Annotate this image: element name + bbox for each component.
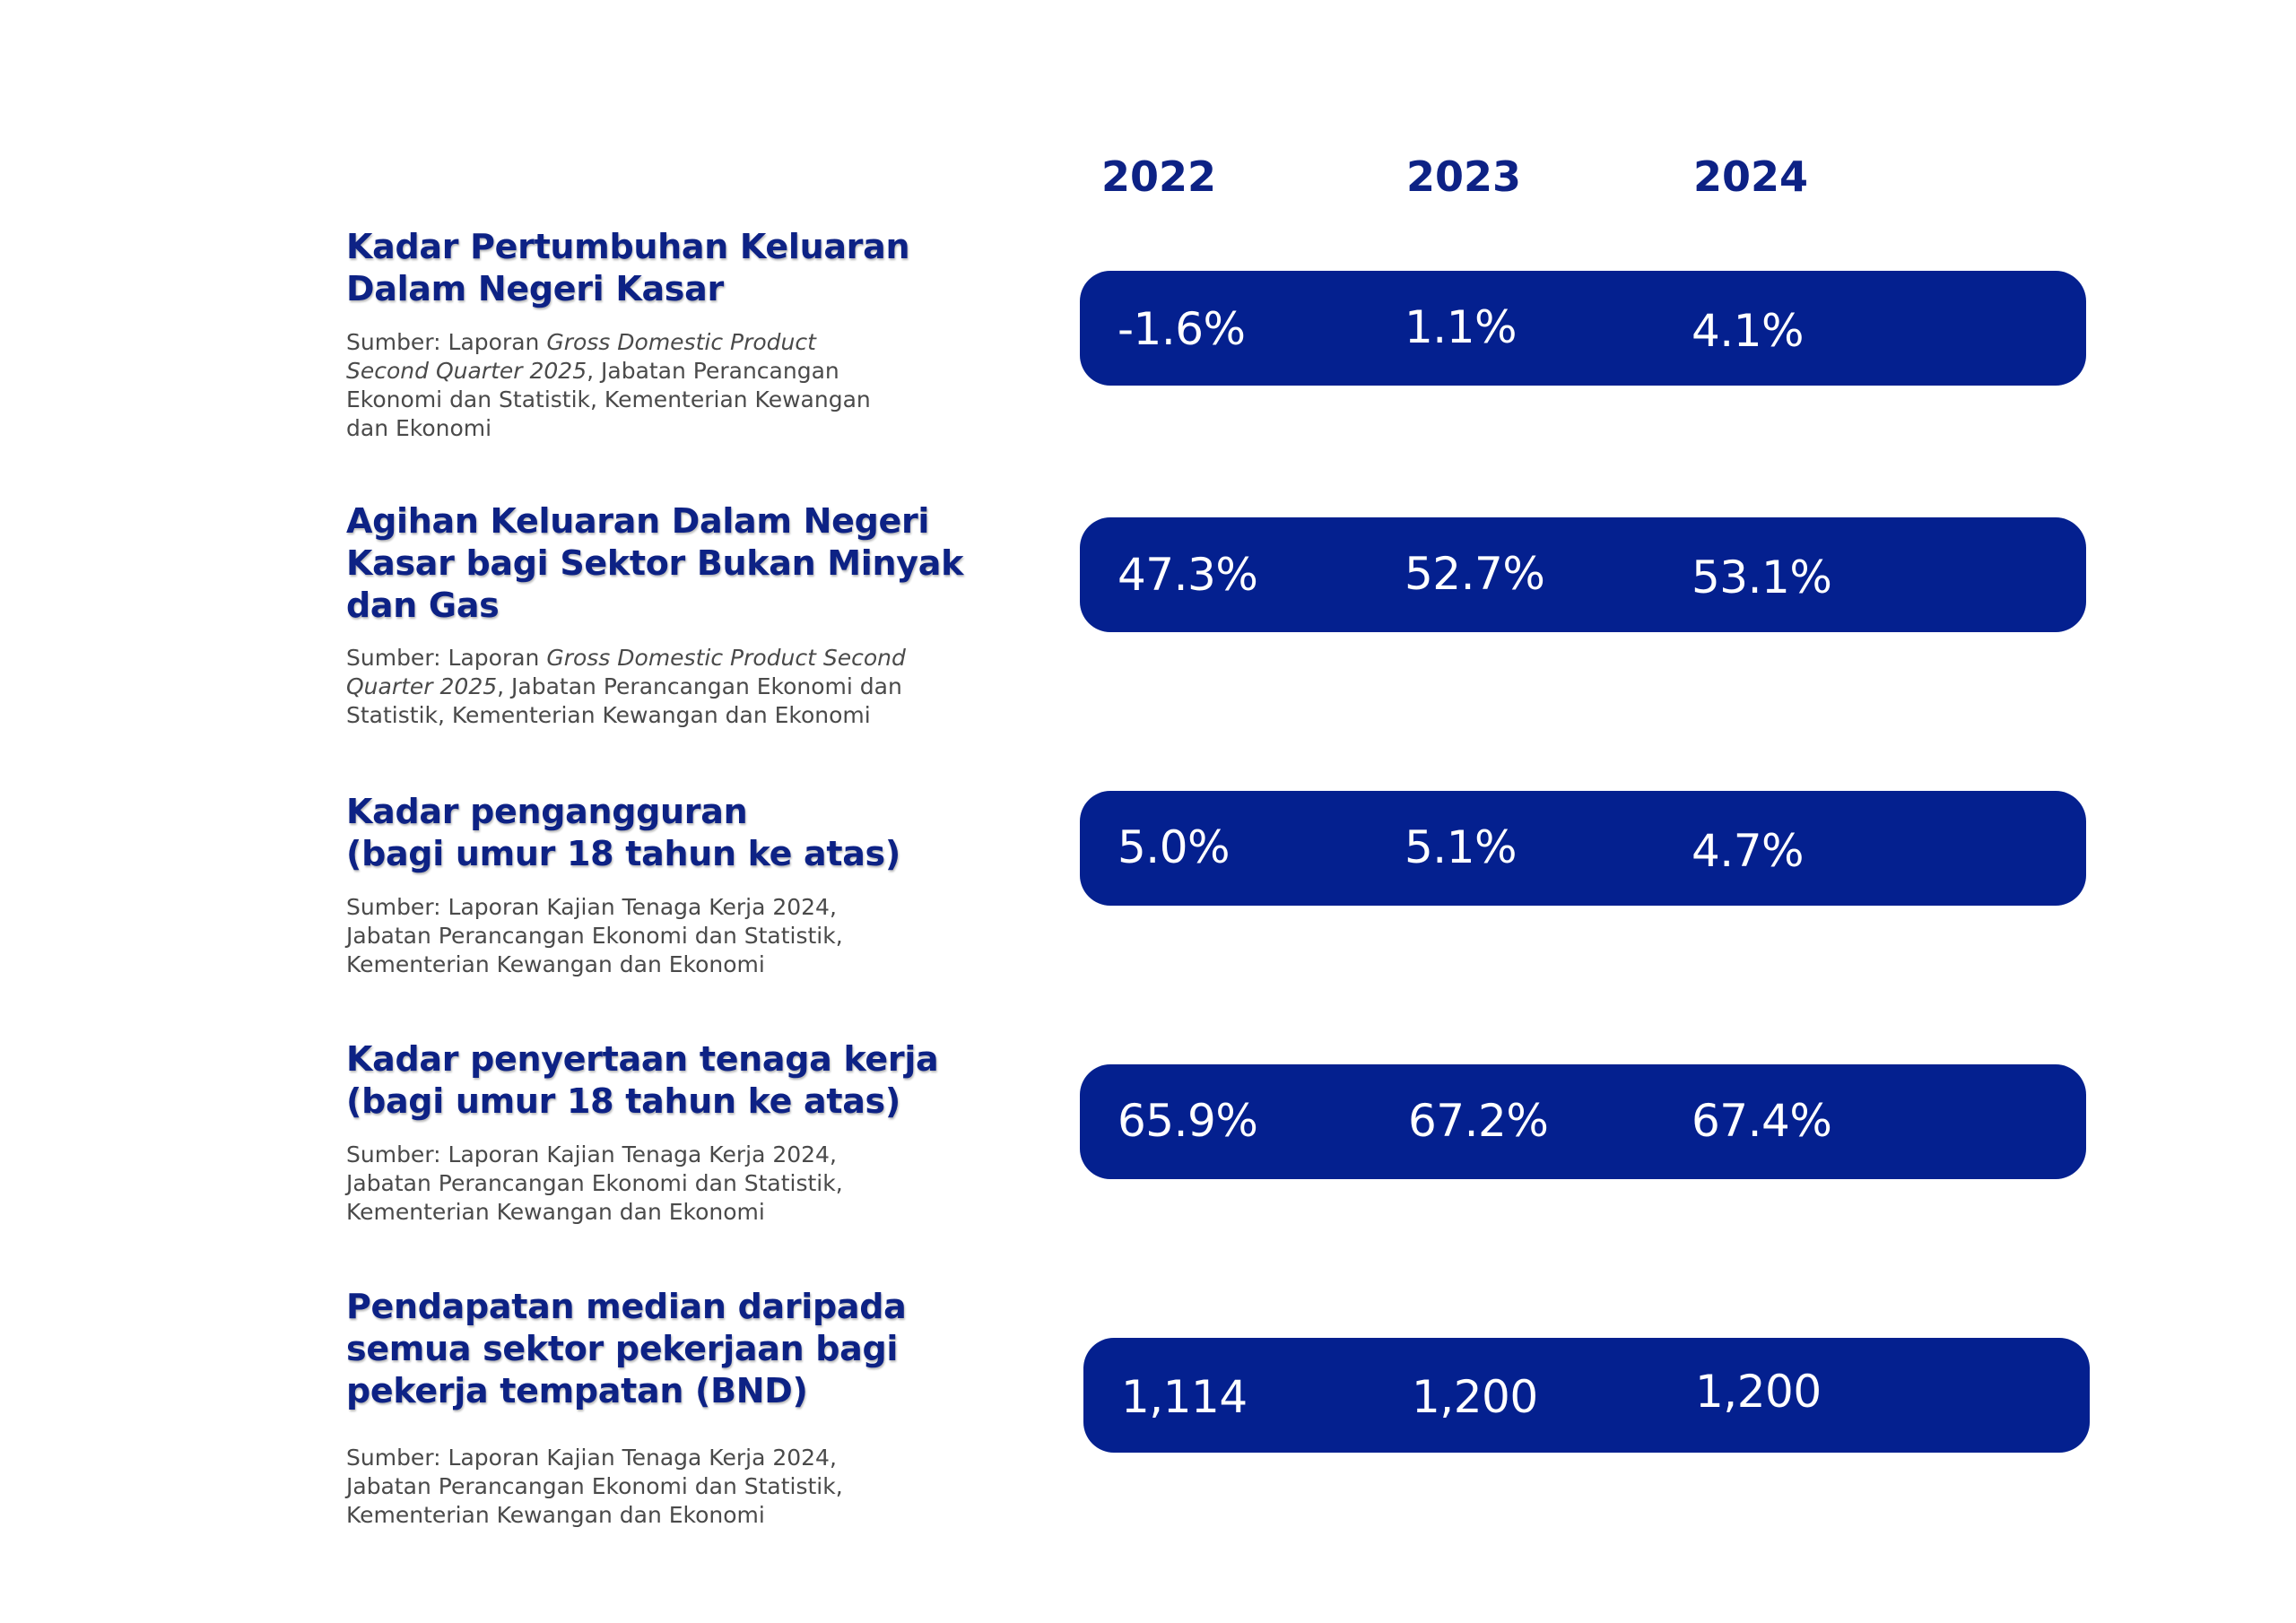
source-report-title: Gross Domestic Product — [546, 329, 816, 355]
value-2023: 1,200 — [1412, 1371, 1538, 1423]
value-2023: 52.7% — [1405, 548, 1545, 600]
source-line: Second Quarter 2025, Jabatan Perancangan — [346, 357, 965, 386]
source-text: Jabatan Perancangan Ekonomi dan Statisti… — [346, 1473, 843, 1499]
title-line: semua sektor pekerjaan bagi — [346, 1329, 899, 1368]
source-line: Quarter 2025, Jabatan Perancangan Ekonom… — [346, 673, 965, 701]
title-line: (bagi umur 18 tahun ke atas) — [346, 834, 900, 873]
title-line: Pendapatan median daripada — [346, 1287, 907, 1326]
value-2022: 1,114 — [1121, 1371, 1248, 1423]
source-text: Sumber: Laporan — [346, 329, 547, 355]
title-line: Kasar bagi Sektor Bukan Minyak — [346, 543, 964, 583]
source-text: , Jabatan Perancangan — [587, 358, 839, 384]
indicator-source-1: Sumber: Laporan Gross Domestic Product Se… — [346, 328, 965, 443]
title-line: Kadar Pertumbuhan Keluaran — [346, 227, 910, 266]
source-line: Statistik, Kementerian Kewangan dan Ekon… — [346, 701, 965, 730]
value-2022: -1.6% — [1118, 303, 1246, 355]
value-2024: 67.4% — [1692, 1095, 1832, 1147]
year-header-2023: 2023 — [1406, 152, 1522, 201]
title-line: pekerja tempatan (BND) — [346, 1371, 808, 1410]
value-2022: 65.9% — [1118, 1095, 1258, 1147]
source-report-title: Gross Domestic Product Second — [546, 645, 906, 671]
indicator-title-2: Agihan Keluaran Dalam Negeri Kasar bagi S… — [346, 500, 965, 627]
source-report-title: Quarter 2025 — [346, 673, 498, 699]
title-line: Kadar penyertaan tenaga kerja — [346, 1039, 939, 1079]
indicator-source-5: Sumber: Laporan Kajian Tenaga Kerja 2024… — [346, 1444, 965, 1530]
source-report-title: Second Quarter 2025 — [346, 358, 587, 384]
source-line: Sumber: Laporan Gross Domestic Product — [346, 328, 965, 357]
title-line: Agihan Keluaran Dalam Negeri — [346, 501, 930, 541]
indicator-source-3: Sumber: Laporan Kajian Tenaga Kerja 2024… — [346, 893, 965, 979]
source-line: Kementerian Kewangan dan Ekonomi — [346, 950, 965, 979]
value-2022: 47.3% — [1118, 549, 1258, 601]
title-line: dan Gas — [346, 586, 500, 625]
indicator-title-4: Kadar penyertaan tenaga kerja (bagi umur … — [346, 1038, 965, 1123]
source-text: , Jabatan Perancangan Ekonomi dan — [497, 673, 902, 699]
source-text: Sumber: Laporan Kajian Tenaga Kerja 2024… — [346, 894, 837, 920]
indicator-title-5: Pendapatan median daripada semua sektor p… — [346, 1286, 965, 1412]
indicator-title-text: Kadar penyertaan tenaga kerja (bagi umur … — [346, 1038, 965, 1123]
source-text: Jabatan Perancangan Ekonomi dan Statisti… — [346, 1170, 843, 1196]
year-header-2022: 2022 — [1101, 152, 1217, 201]
source-text: dan Ekonomi — [346, 415, 492, 441]
source-line: Sumber: Laporan Kajian Tenaga Kerja 2024… — [346, 1444, 965, 1472]
source-line: Ekonomi dan Statistik, Kementerian Kewan… — [346, 386, 965, 414]
source-text: Kementerian Kewangan dan Ekonomi — [346, 1199, 765, 1225]
source-line: Jabatan Perancangan Ekonomi dan Statisti… — [346, 922, 965, 950]
source-line: Jabatan Perancangan Ekonomi dan Statisti… — [346, 1169, 965, 1198]
indicator-title-3: Kadar pengangguran (bagi umur 18 tahun ke… — [346, 791, 965, 875]
source-text: Ekonomi dan Statistik, Kementerian Kewan… — [346, 386, 871, 412]
source-line: Kementerian Kewangan dan Ekonomi — [346, 1501, 965, 1530]
value-2024: 4.7% — [1692, 825, 1805, 877]
values-pill-1 — [1080, 271, 2086, 386]
indicator-title-text: Kadar Pertumbuhan Keluaran Dalam Negeri K… — [346, 226, 965, 310]
source-text: Sumber: Laporan Kajian Tenaga Kerja 2024… — [346, 1445, 837, 1471]
title-line: Kadar pengangguran — [346, 792, 748, 831]
source-text: Kementerian Kewangan dan Ekonomi — [346, 951, 765, 977]
title-line: (bagi umur 18 tahun ke atas) — [346, 1081, 900, 1121]
values-pill-4 — [1080, 1064, 2086, 1179]
value-2024: 4.1% — [1692, 305, 1805, 357]
value-2023: 5.1% — [1405, 821, 1518, 873]
indicator-source-4: Sumber: Laporan Kajian Tenaga Kerja 2024… — [346, 1141, 965, 1227]
source-line: Sumber: Laporan Kajian Tenaga Kerja 2024… — [346, 1141, 965, 1169]
source-line: Kementerian Kewangan dan Ekonomi — [346, 1198, 965, 1227]
source-text: Sumber: Laporan — [346, 645, 547, 671]
source-text: Statistik, Kementerian Kewangan dan Ekon… — [346, 702, 871, 728]
value-2022: 5.0% — [1118, 821, 1231, 873]
year-header-2024: 2024 — [1693, 152, 1809, 201]
values-pill-3 — [1080, 791, 2086, 906]
source-text: Kementerian Kewangan dan Ekonomi — [346, 1502, 765, 1528]
indicator-title-text: Pendapatan median daripada semua sektor p… — [346, 1286, 965, 1412]
values-pill-2 — [1080, 517, 2086, 632]
indicator-title-1: Kadar Pertumbuhan Keluaran Dalam Negeri K… — [346, 226, 965, 310]
source-line: Jabatan Perancangan Ekonomi dan Statisti… — [346, 1472, 965, 1501]
source-text: Sumber: Laporan Kajian Tenaga Kerja 2024… — [346, 1141, 837, 1167]
value-2024: 1,200 — [1695, 1366, 1822, 1418]
value-2023: 1.1% — [1405, 301, 1518, 353]
indicator-title-text: Agihan Keluaran Dalam Negeri Kasar bagi S… — [346, 500, 965, 627]
source-line: dan Ekonomi — [346, 414, 965, 443]
title-line: Dalam Negeri Kasar — [346, 269, 724, 308]
indicator-source-2: Sumber: Laporan Gross Domestic Product S… — [346, 644, 965, 730]
values-pill-5 — [1083, 1338, 2090, 1453]
value-2024: 53.1% — [1692, 551, 1832, 603]
indicator-title-text: Kadar pengangguran (bagi umur 18 tahun ke… — [346, 791, 965, 875]
value-2023: 67.2% — [1408, 1095, 1549, 1147]
source-text: Jabatan Perancangan Ekonomi dan Statisti… — [346, 923, 843, 949]
source-line: Sumber: Laporan Kajian Tenaga Kerja 2024… — [346, 893, 965, 922]
source-line: Sumber: Laporan Gross Domestic Product S… — [346, 644, 965, 673]
